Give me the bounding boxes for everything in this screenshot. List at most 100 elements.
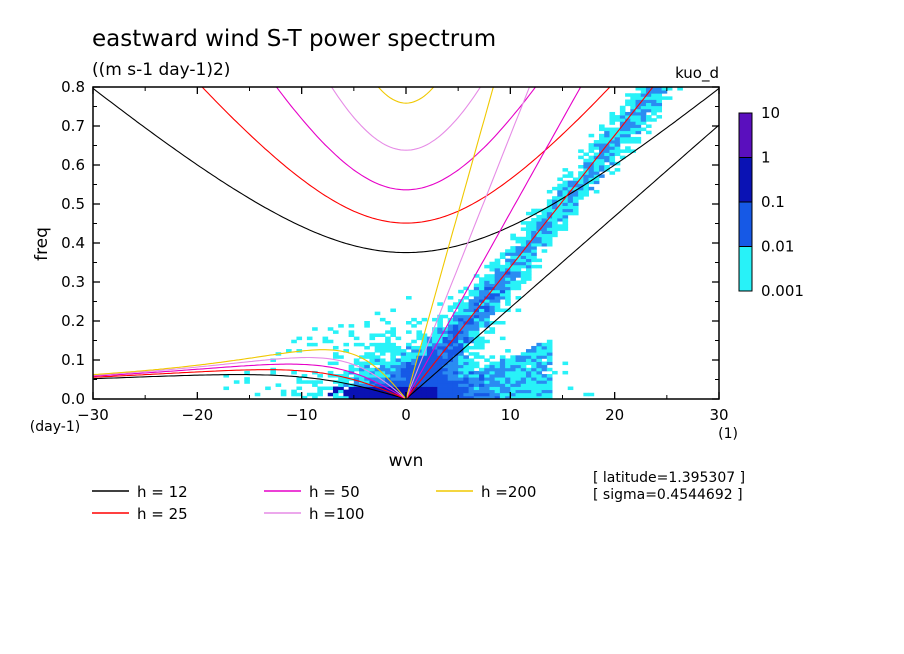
power-cell bbox=[447, 386, 454, 391]
power-cell bbox=[599, 133, 605, 138]
power-cell bbox=[499, 370, 506, 375]
power-cell bbox=[374, 395, 381, 399]
power-cell bbox=[531, 352, 537, 356]
power-cell bbox=[505, 349, 511, 353]
power-cell bbox=[437, 377, 443, 381]
power-cell bbox=[421, 349, 428, 353]
power-cell bbox=[515, 271, 522, 275]
power-cell bbox=[619, 111, 626, 116]
power-cell bbox=[442, 330, 449, 334]
power-cell bbox=[494, 299, 501, 303]
power-cell bbox=[609, 130, 616, 135]
power-cell bbox=[265, 386, 271, 391]
power-cell bbox=[385, 336, 391, 341]
power-cell bbox=[541, 236, 548, 241]
power-cell bbox=[374, 361, 381, 366]
colorbar: 10 1 0.1 0.01 0.001 bbox=[738, 104, 804, 300]
power-cell bbox=[630, 102, 636, 107]
x-axis-label: wvn bbox=[389, 451, 424, 471]
power-cell bbox=[416, 355, 423, 359]
power-cell bbox=[531, 221, 537, 225]
power-cell bbox=[406, 342, 412, 347]
power-cell bbox=[458, 386, 464, 391]
power-cell bbox=[552, 186, 558, 191]
power-cell bbox=[557, 227, 563, 231]
power-cell bbox=[525, 224, 532, 228]
power-cell bbox=[510, 274, 516, 278]
power-cell bbox=[479, 370, 485, 375]
power-cell bbox=[411, 392, 417, 397]
power-cell bbox=[525, 374, 532, 378]
power-cell bbox=[583, 186, 589, 191]
power-cell bbox=[494, 280, 501, 284]
power-cell bbox=[437, 380, 443, 384]
power-cell bbox=[447, 342, 454, 347]
power-cell bbox=[499, 296, 506, 300]
power-cell bbox=[578, 186, 584, 191]
power-cell bbox=[233, 380, 240, 384]
power-cell bbox=[484, 277, 490, 281]
power-cell bbox=[614, 143, 621, 147]
power-cell bbox=[640, 99, 647, 103]
power-cell bbox=[494, 271, 501, 275]
power-cell bbox=[515, 296, 522, 300]
power-cell bbox=[593, 146, 600, 150]
power-cell bbox=[374, 370, 381, 375]
power-cell bbox=[525, 236, 532, 241]
power-cell bbox=[588, 168, 595, 172]
power-cell bbox=[390, 349, 396, 353]
sigma-info: [ sigma=0.4544692 ] bbox=[593, 487, 743, 503]
power-cell bbox=[635, 105, 642, 110]
power-cell bbox=[531, 361, 537, 366]
power-cell bbox=[520, 377, 527, 381]
power-cell bbox=[385, 383, 391, 387]
power-cell bbox=[494, 395, 501, 399]
power-cell bbox=[489, 392, 496, 397]
power-cell bbox=[604, 155, 610, 160]
power-cell bbox=[567, 386, 574, 391]
power-cell bbox=[505, 264, 511, 269]
power-cell bbox=[499, 255, 506, 259]
power-cell bbox=[353, 367, 360, 372]
power-cell bbox=[484, 317, 490, 322]
power-cell bbox=[520, 246, 527, 250]
power-cell bbox=[536, 355, 543, 359]
power-cell bbox=[317, 392, 323, 397]
power-cell bbox=[421, 345, 428, 350]
power-cell bbox=[437, 389, 443, 394]
power-cell bbox=[499, 283, 506, 288]
power-cell bbox=[536, 236, 543, 241]
power-cell bbox=[468, 364, 475, 369]
power-cell bbox=[458, 317, 464, 322]
power-cell bbox=[442, 380, 449, 384]
power-cell bbox=[463, 342, 469, 347]
power-cell bbox=[536, 364, 543, 369]
power-cell bbox=[364, 395, 370, 399]
power-cell bbox=[416, 389, 423, 394]
power-cell bbox=[656, 115, 663, 119]
power-cell bbox=[531, 224, 537, 228]
power-cell bbox=[578, 183, 584, 188]
power-cell bbox=[583, 152, 589, 157]
power-cell bbox=[458, 389, 464, 394]
power-cell bbox=[572, 183, 579, 188]
power-cell bbox=[416, 395, 423, 399]
power-cell bbox=[661, 96, 668, 100]
power-cell bbox=[505, 283, 511, 288]
power-cell bbox=[619, 108, 626, 113]
power-cell bbox=[452, 361, 459, 366]
power-cell bbox=[546, 380, 553, 384]
power-cell bbox=[421, 367, 428, 372]
power-cell bbox=[546, 218, 553, 222]
power-cell bbox=[369, 352, 376, 356]
power-cell bbox=[656, 96, 663, 100]
power-cell bbox=[442, 361, 449, 366]
power-cell bbox=[479, 386, 485, 391]
power-cell bbox=[588, 186, 595, 191]
power-cell bbox=[625, 136, 631, 141]
power-cell bbox=[614, 133, 621, 138]
power-cell bbox=[609, 158, 616, 163]
power-cell bbox=[651, 90, 657, 94]
power-cell bbox=[619, 140, 626, 144]
power-cell bbox=[322, 339, 329, 344]
